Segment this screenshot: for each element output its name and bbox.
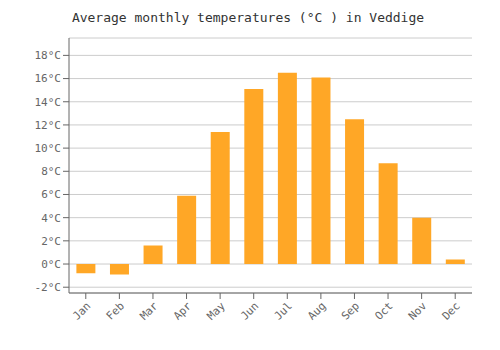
svg-text:Nov: Nov [406,299,430,323]
svg-text:2°C: 2°C [41,235,61,248]
svg-text:Oct: Oct [372,299,395,322]
svg-text:-2°C: -2°C [35,281,62,294]
svg-text:10°C: 10°C [35,142,62,155]
svg-text:Dec: Dec [440,299,463,322]
svg-text:8°C: 8°C [41,165,61,178]
svg-text:May: May [205,299,229,323]
svg-text:Jul: Jul [272,299,295,322]
svg-text:Apr: Apr [171,299,195,323]
svg-text:18°C: 18°C [35,49,62,62]
svg-text:Aug: Aug [305,299,328,322]
svg-text:14°C: 14°C [35,96,62,109]
svg-text:6°C: 6°C [41,188,61,201]
svg-text:0°C: 0°C [41,258,61,271]
svg-text:16°C: 16°C [35,72,62,85]
svg-text:Jan: Jan [70,299,93,322]
svg-text:4°C: 4°C [41,212,61,225]
html-text:Average monthly temperatures (: Average monthly temperatures (°C ) in Ve… [71,10,425,25]
svg-text:Jun: Jun [238,299,261,322]
svg-text:Mar: Mar [137,299,161,323]
svg-text:12°C: 12°C [35,119,62,132]
svg-text:Sep: Sep [339,299,362,322]
svg-text:Feb: Feb [104,299,127,322]
